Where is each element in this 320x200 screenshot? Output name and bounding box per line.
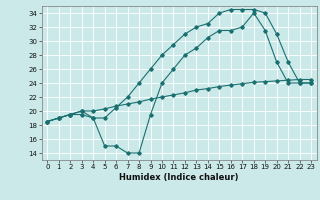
X-axis label: Humidex (Indice chaleur): Humidex (Indice chaleur) [119, 173, 239, 182]
